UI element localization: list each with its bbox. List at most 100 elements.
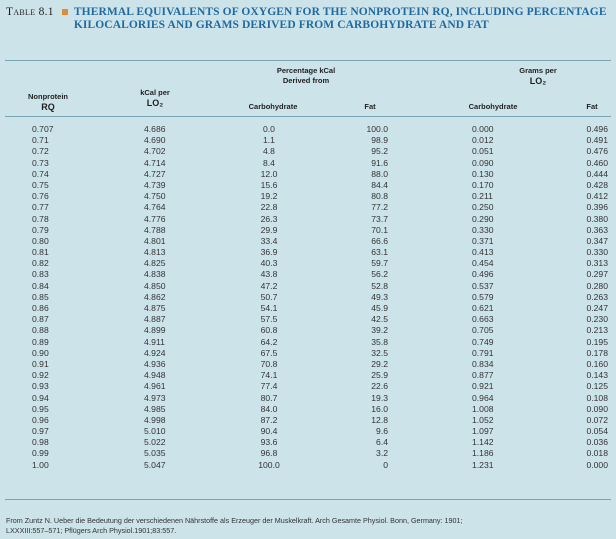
table-cell: 43.8 <box>260 269 278 280</box>
header-rule <box>5 116 611 117</box>
table-cell: 0.921 <box>472 381 494 392</box>
table-cell: 4.764 <box>144 202 166 213</box>
header-grams-line1: Grams per <box>519 66 557 75</box>
table-cell: 54.1 <box>260 303 278 313</box>
table-cell: 77.4 <box>260 381 278 392</box>
table-cell: 22.6 <box>371 381 388 392</box>
table-cell: 4.936 <box>144 358 166 369</box>
table-cell: 91.6 <box>371 157 388 168</box>
table-cell: 100.0 <box>366 124 388 134</box>
table-cell: 0.263 <box>586 291 608 302</box>
header-pct-carbohydrate: Carbohydrate <box>248 102 298 111</box>
table-cell: 4.702 <box>144 146 166 157</box>
table-cell: 98.9 <box>371 135 388 146</box>
table-cell: 0.396 <box>586 202 608 213</box>
table-cell: 0.74 <box>32 168 49 179</box>
table-cell: 93.6 <box>260 437 278 448</box>
table-cell: 5.047 <box>144 459 166 470</box>
table-cell: 0.707 <box>32 124 54 134</box>
table-cell: 84.0 <box>260 403 278 414</box>
table-cell: 36.9 <box>260 247 278 258</box>
table-cell: 0.143 <box>586 370 608 381</box>
header-rq-line1: Nonprotein <box>28 92 68 101</box>
table-cell: 0.73 <box>32 157 49 168</box>
table-cell: 4.801 <box>144 235 166 246</box>
table-cell: 4.998 <box>144 414 166 425</box>
table-cell: 0.877 <box>472 370 494 381</box>
table-cell: 59.7 <box>371 258 388 269</box>
table-cell: 0.347 <box>586 235 608 246</box>
header-rq-line2: RQ <box>41 102 55 112</box>
table-cell: 70.8 <box>260 358 278 369</box>
table-cell: 63.1 <box>371 247 388 258</box>
table-cell: 4.714 <box>144 157 166 168</box>
header-rq: Nonprotein RQ <box>8 92 88 112</box>
table-cell: 25.9 <box>371 370 388 381</box>
footnote-line2: LXXXIII:557–571; Pflügers Arch Physiol.1… <box>6 525 177 535</box>
table-cell: 0.96 <box>32 414 49 425</box>
table-cell: 0.460 <box>586 157 608 168</box>
table-cell: 19.2 <box>260 191 278 202</box>
table-cell: 39.2 <box>371 325 388 336</box>
table-cell: 4.985 <box>144 403 166 414</box>
table-cell: 0.89 <box>32 336 49 347</box>
table-cell: 57.5 <box>260 314 278 325</box>
footnote-line1: From Zuntz N. Ueber die Bedeutung der ve… <box>6 516 463 525</box>
table-cell: 1.008 <box>472 403 494 414</box>
table-cell: 0.250 <box>472 202 494 213</box>
table-cell: 4.862 <box>144 291 166 302</box>
column-rq: 0.707 0.71 0.72 0.73 0.74 0.75 0.76 0.77 0.78 0.7… <box>32 124 62 471</box>
header-percentage-group: Percentage kCal Derived from <box>236 66 376 86</box>
table-cell: 0.313 <box>586 258 608 269</box>
table-cell: 74.1 <box>260 370 278 381</box>
table-cell: 0.91 <box>32 358 49 369</box>
table-cell: 12.0 <box>260 168 278 179</box>
table-cell: 0.92 <box>32 370 49 381</box>
table-cell: 0.97 <box>32 426 49 437</box>
header-pct-fat: Fat <box>364 102 376 111</box>
table-cell: 49.3 <box>371 291 388 302</box>
table-cell: 3.2 <box>376 448 388 459</box>
table-cell: 0.78 <box>32 213 49 224</box>
table-cell: 45.9 <box>371 303 388 313</box>
table-cell: 0.496 <box>472 269 494 280</box>
table-cell: 19.3 <box>371 392 388 403</box>
table-cell: 4.8 <box>263 146 275 157</box>
table-cell: 4.948 <box>144 370 166 381</box>
table-cell: 4.776 <box>144 213 166 224</box>
table-cell: 0.125 <box>586 381 608 392</box>
table-cell: 60.8 <box>260 325 278 336</box>
table-cell: 0.749 <box>472 336 494 347</box>
table-cell: 35.8 <box>371 336 388 347</box>
header-kcal-line1: kCal per <box>140 88 170 97</box>
table-cell: 4.686 <box>144 124 166 134</box>
table-cell: 4.973 <box>144 392 166 403</box>
table-cell: 0.79 <box>32 224 49 235</box>
table-cell: 4.788 <box>144 224 166 235</box>
header-kcal: kCal per LO₂ <box>120 88 190 108</box>
table-cell: 0.413 <box>472 247 494 258</box>
table-cell: 0.496 <box>586 124 608 134</box>
table-cell: 0.230 <box>586 314 608 325</box>
table-cell: 50.7 <box>260 291 278 302</box>
table-cell: 22.8 <box>260 202 278 213</box>
table-cell: 1.052 <box>472 414 494 425</box>
table-cell: 0.71 <box>32 135 49 146</box>
table-cell: 0.090 <box>472 157 494 168</box>
table-cell: 88.0 <box>371 168 388 179</box>
table-cell: 0.705 <box>472 325 494 336</box>
header-grams-carbohydrate: Carbohydrate <box>468 102 518 111</box>
table-cell: 0.247 <box>586 303 608 313</box>
table-cell: 0.579 <box>472 291 494 302</box>
table-cell: 1.142 <box>472 437 494 448</box>
table-cell: 0.290 <box>472 213 494 224</box>
table-cell: 0.108 <box>586 392 608 403</box>
table-cell: 4.899 <box>144 325 166 336</box>
table-number: Table 8.1 <box>6 6 54 18</box>
table-cell: 0.834 <box>472 358 494 369</box>
table-cell: 0.213 <box>586 325 608 336</box>
table-cell: 4.911 <box>144 336 165 347</box>
table-cell: 0.000 <box>586 459 608 470</box>
table-cell: 1.186 <box>472 448 494 459</box>
table-cell: 1.097 <box>472 426 494 437</box>
